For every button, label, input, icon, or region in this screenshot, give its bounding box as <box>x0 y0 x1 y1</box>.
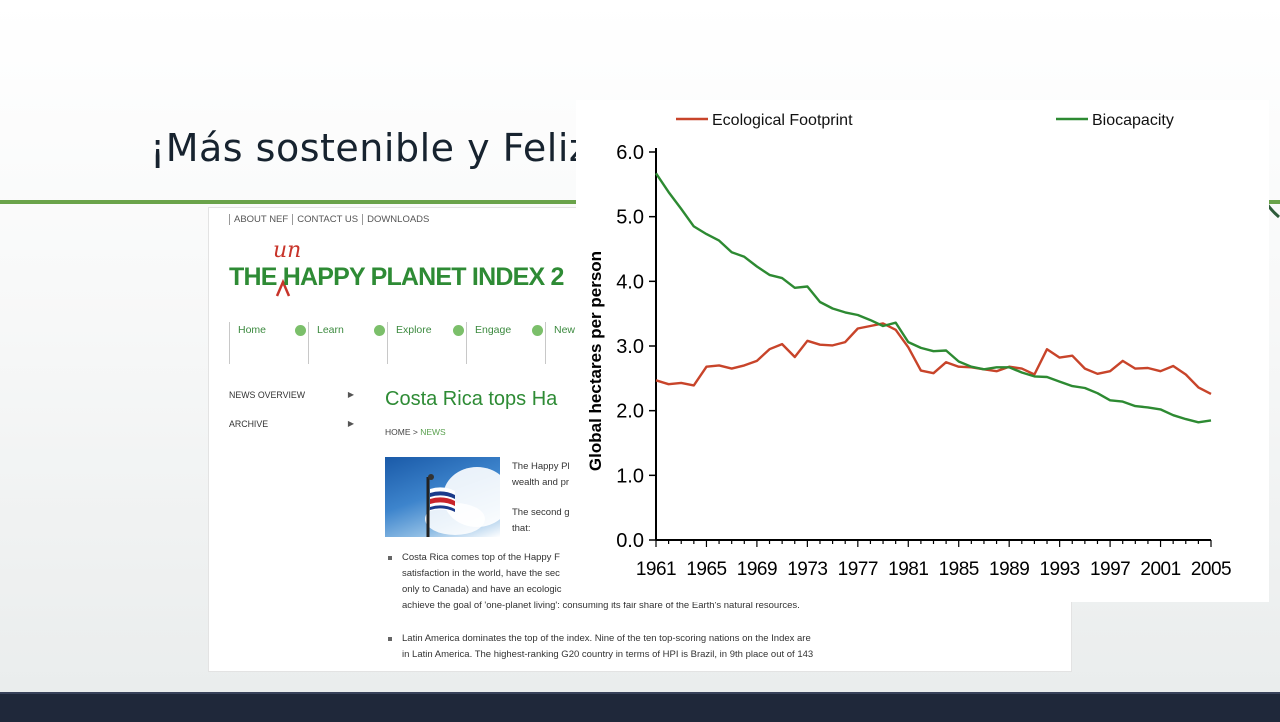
paragraph-line: The second g <box>512 507 570 518</box>
nav-news-label: New <box>554 324 576 336</box>
nav-learn-label: Learn <box>317 324 344 336</box>
triangle-right-icon: ▶ <box>347 390 354 399</box>
nav-dot-icon <box>532 325 543 336</box>
y-tick-label: 2.0 <box>616 401 644 423</box>
nav-dot-icon <box>374 325 385 336</box>
series-line-biocapacity <box>655 172 1212 424</box>
y-tick-label: 5.0 <box>616 207 644 229</box>
legend-label: Ecological Footprint <box>712 112 853 129</box>
nav-home[interactable]: Home <box>229 322 308 364</box>
x-tick-label: 1981 <box>888 559 928 580</box>
nav-dot-icon <box>295 325 306 336</box>
x-tick-label: 1989 <box>989 559 1029 580</box>
bullet-marker <box>388 637 392 641</box>
hpi-logo[interactable]: un THE HAPPY PLANET INDEX 2 <box>229 236 789 297</box>
y-tick-label: 3.0 <box>616 336 644 358</box>
logo-caret-icon <box>275 278 291 297</box>
y-tick-label: 6.0 <box>616 142 644 164</box>
bullet-line: Latin America dominates the top of the i… <box>402 633 811 644</box>
x-tick-label: 1973 <box>787 559 827 580</box>
x-tick-label: 1997 <box>1090 559 1130 580</box>
costa-rica-flag-photo <box>385 457 500 537</box>
x-tick-label: 1977 <box>838 559 878 580</box>
footer-bar <box>0 692 1280 722</box>
paragraph-second: The second g that: <box>512 505 812 537</box>
x-tick-label: 1993 <box>1039 559 1079 580</box>
breadcrumb-home[interactable]: HOME <box>385 427 411 437</box>
bullet-line: satisfaction in the world, have the sec <box>402 568 560 579</box>
x-tick-label: 1961 <box>636 559 676 580</box>
x-tick-label: 1969 <box>737 559 777 580</box>
nav-news[interactable]: New <box>545 322 624 364</box>
x-tick-label: 1965 <box>686 559 726 580</box>
series-line-ecological-footprint <box>655 322 1212 395</box>
side-item-label: NEWS OVERVIEW <box>229 390 306 400</box>
side-item-news-overview[interactable]: NEWS OVERVIEW ▶ <box>229 390 354 404</box>
side-item-label: ARCHIVE <box>229 419 269 429</box>
paragraph-line: wealth and pr <box>512 477 570 488</box>
triangle-right-icon: ▶ <box>347 419 354 428</box>
bullet-line: only to Canada) and have an ecologic <box>402 584 562 595</box>
nav-learn[interactable]: Learn <box>308 322 387 364</box>
legend-label: Biocapacity <box>1092 112 1174 129</box>
nav-home-label: Home <box>238 324 267 336</box>
bullet-line: in Latin America. The highest-ranking G2… <box>402 649 814 660</box>
logo-text: THE HAPPY PLANET INDEX 2 <box>229 263 564 291</box>
bullet-line: ... <box>402 665 410 672</box>
y-tick-label: 1.0 <box>616 465 644 487</box>
bullet-line: achieve the goal of 'one-planet living':… <box>402 600 800 611</box>
paragraph-intro: The Happy Pl wealth and pr <box>512 459 812 491</box>
nav-explore[interactable]: Explore <box>387 322 466 364</box>
article-title: Costa Rica tops Ha <box>385 388 558 410</box>
chart-panel: 0.0 1.0 2.0 3.0 4.0 5.0 6.0 1961 1965 1969 1973 197… <box>576 100 1269 602</box>
top-nav-contact[interactable]: CONTACT US <box>292 214 362 225</box>
breadcrumb: HOME > NEWS <box>385 427 446 437</box>
bullet-marker <box>388 556 392 560</box>
paragraph-line: that: <box>512 523 531 534</box>
footprint-biocapacity-chart: 0.0 1.0 2.0 3.0 4.0 5.0 6.0 1961 1965 1969 1973 197… <box>586 112 1232 580</box>
y-tick-label: 4.0 <box>616 271 644 293</box>
logo-un-mark: un <box>273 238 302 263</box>
x-tick-label: 1985 <box>939 559 979 580</box>
y-tick-label: 0.0 <box>616 530 644 552</box>
y-axis-label: Global hectares per person <box>586 251 605 471</box>
breadcrumb-current: NEWS <box>420 427 446 437</box>
slide-title: ¡Más sostenible y Feliz! <box>150 126 606 170</box>
x-tick-label: 2005 <box>1191 559 1231 580</box>
bullet-line: Costa Rica comes top of the Happy F <box>402 552 560 563</box>
nav-dot-icon <box>453 325 464 336</box>
top-nav-about[interactable]: ABOUT NEF <box>229 214 292 225</box>
flag-photo-icon <box>425 467 500 537</box>
nav-engage-label: Engage <box>475 324 512 336</box>
x-tick-label: 2001 <box>1140 559 1180 580</box>
paragraph-line: The Happy Pl <box>512 461 570 472</box>
nav-engage[interactable]: Engage <box>466 322 545 364</box>
side-item-archive[interactable]: ARCHIVE ▶ <box>229 419 354 433</box>
top-nav: ABOUT NEF CONTACT US DOWNLOADS <box>229 214 433 225</box>
breadcrumb-separator: > <box>410 427 421 437</box>
nav-explore-label: Explore <box>396 324 432 336</box>
top-nav-downloads[interactable]: DOWNLOADS <box>362 214 433 225</box>
